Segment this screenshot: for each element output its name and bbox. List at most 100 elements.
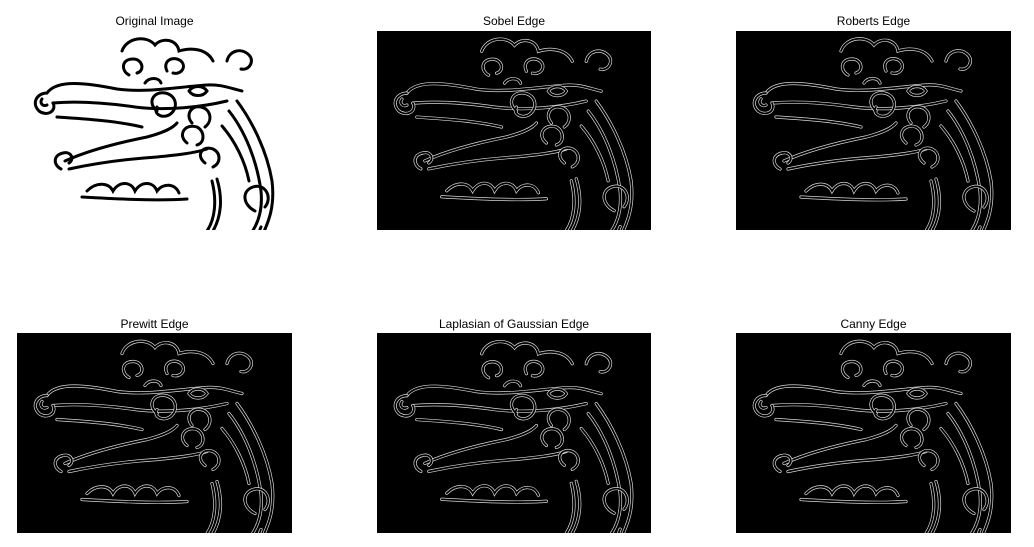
edge-inner: [64, 424, 178, 465]
edge-inner: [541, 427, 564, 449]
edge-inner: [151, 394, 177, 420]
edge-inner: [595, 402, 633, 533]
ink-stroke: [45, 82, 244, 95]
edge-inner: [931, 178, 941, 230]
edge-inner: [445, 182, 540, 194]
edge-inner: [221, 427, 250, 485]
sobel-edge-image: [377, 31, 651, 230]
edge-inner: [558, 147, 580, 168]
ink-stroke: [199, 146, 221, 169]
edge-inner: [863, 77, 881, 84]
edge-inner: [585, 352, 612, 373]
edge-inner: [805, 485, 899, 497]
edge-inner: [595, 100, 633, 230]
edge-inner: [524, 360, 544, 377]
edge-inner: [805, 182, 899, 194]
edge-inner: [918, 449, 939, 471]
edge-inner: [900, 125, 923, 146]
edge-inner: [783, 122, 897, 162]
edge-inner: [121, 340, 214, 365]
ink-stroke: [187, 105, 212, 129]
edge-inner: [931, 480, 941, 533]
edge-inner: [188, 408, 211, 431]
panel-sobel: Sobel Edge: [377, 14, 651, 230]
edge-inner: [841, 360, 862, 379]
ink-stroke: [205, 179, 217, 230]
edge-inner: [144, 380, 162, 387]
edge-inner: [977, 226, 981, 230]
panel-title: Prewitt Edge: [120, 317, 189, 331]
edge-inner: [940, 125, 969, 182]
edge-inner: [81, 498, 188, 504]
ink-stroke: [258, 225, 263, 230]
edge-inner: [405, 385, 603, 397]
edge-inner: [236, 402, 274, 533]
edge-inner: [765, 385, 962, 397]
edge-inner: [800, 196, 907, 201]
edge-inner: [883, 57, 904, 75]
panel-title: Roberts Edge: [836, 14, 911, 28]
edge-inner: [199, 449, 220, 471]
edge-inner: [775, 418, 862, 431]
edge-inner: [212, 480, 222, 533]
ink-stroke: [33, 91, 56, 115]
dragon-line-art: [33, 339, 275, 533]
edge-inner: [947, 412, 982, 533]
edge-inner: [68, 450, 208, 473]
edge-inner: [840, 340, 933, 365]
ink-stroke: [143, 77, 163, 85]
edge-inner: [565, 482, 575, 533]
edge-inner: [759, 400, 767, 409]
edge-inner: [547, 388, 568, 400]
edge-inner: [587, 110, 622, 230]
edge-inner: [773, 151, 792, 170]
edge-inner: [510, 394, 536, 420]
edge-inner: [773, 454, 792, 473]
edge-inner: [571, 177, 581, 230]
dragon-line-art: [33, 37, 275, 230]
edge-inner: [405, 82, 603, 95]
edge-inner: [46, 385, 243, 397]
ink-stroke: [150, 91, 177, 118]
edge-inner: [907, 105, 930, 128]
edge-inner: [480, 340, 574, 365]
edge-inner: [244, 487, 270, 515]
dragon-line-art: [752, 37, 994, 230]
edge-inner: [188, 388, 209, 399]
edge-inner: [977, 528, 981, 533]
edge-inner: [618, 225, 622, 230]
ink-stroke: [55, 115, 144, 129]
edge-inner: [841, 58, 862, 76]
edge-inner: [228, 412, 263, 533]
edge-inner: [547, 85, 568, 97]
edge-inner: [900, 427, 923, 449]
edge-inner: [925, 482, 935, 533]
edge-inner: [787, 148, 927, 170]
edge-inner: [122, 360, 143, 379]
edge-inner: [54, 454, 73, 473]
edge-inner: [870, 91, 896, 118]
ink-stroke: [187, 85, 209, 97]
edge-inner: [440, 195, 548, 201]
dragon-line-art: [752, 339, 994, 533]
ink-stroke: [243, 184, 270, 213]
edge-inner: [40, 400, 48, 409]
prewitt-edge-image: [17, 333, 292, 533]
edge-inner: [394, 394, 415, 417]
edge-inner: [765, 82, 962, 94]
panel-title: Sobel Edge: [482, 14, 546, 28]
ink-stroke: [211, 177, 222, 230]
original-image: [17, 31, 292, 230]
edge-inner: [541, 125, 564, 146]
edge-inner: [415, 116, 503, 128]
edge-inner: [547, 408, 571, 431]
edge-inner: [907, 388, 928, 399]
edge-inner: [565, 179, 575, 230]
edge-inner: [863, 380, 881, 387]
ink-stroke: [85, 182, 181, 195]
edge-inner: [870, 394, 896, 420]
edge-inner: [394, 92, 415, 115]
edge-inner: [840, 37, 933, 62]
edge-inner: [617, 528, 622, 533]
